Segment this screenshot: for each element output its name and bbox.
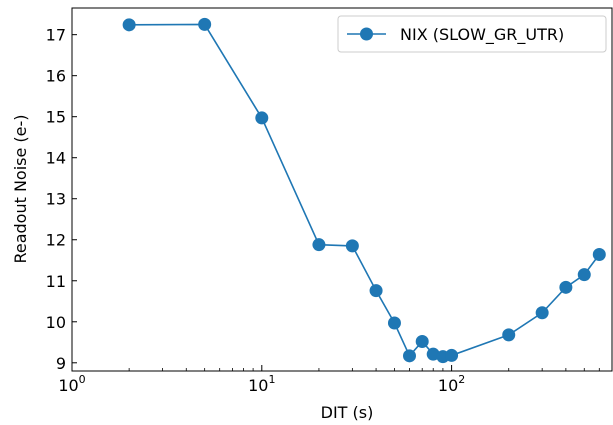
plot-frame [71, 7, 613, 372]
data-point [312, 238, 326, 252]
legend-marker-swatch [360, 27, 373, 41]
x-tick-label: 100 [58, 373, 85, 395]
data-point [559, 280, 573, 294]
data-point [198, 17, 212, 31]
data-point [592, 248, 606, 262]
y-tick-label: 13 [46, 190, 66, 209]
y-tick-label: 10 [46, 313, 66, 332]
data-point [387, 316, 401, 330]
legend-box [337, 15, 607, 53]
data-point [255, 111, 269, 125]
data-point [577, 268, 591, 282]
y-tick-label: 12 [46, 231, 66, 250]
y-tick-label: 16 [46, 67, 66, 86]
y-tick-label: 15 [46, 108, 66, 127]
data-point [345, 239, 359, 253]
data-point [415, 334, 429, 348]
y-tick-label: 14 [46, 149, 66, 168]
y-axis-label: Readout Noise (e-) [11, 114, 30, 263]
data-point [122, 18, 136, 32]
data-point [535, 306, 549, 320]
x-tick-label: 101 [248, 373, 275, 395]
data-point [502, 328, 516, 342]
x-axis-ticks: 100 101 102 [58, 365, 613, 395]
series-layer [122, 17, 606, 364]
y-axis-ticks: 9 10 11 12 13 14 15 16 17 [46, 26, 77, 373]
y-tick-label: 11 [46, 272, 66, 291]
data-point [426, 347, 440, 361]
data-point [445, 348, 459, 362]
y-tick-label: 9 [56, 354, 66, 373]
data-point [369, 284, 383, 298]
data-point [402, 349, 416, 363]
legend: NIX (SLOW_GR_UTR) [337, 15, 607, 53]
legend-series-label: NIX (SLOW_GR_UTR) [400, 25, 564, 45]
x-tick-label: 102 [438, 373, 465, 395]
y-tick-label: 17 [46, 26, 66, 45]
x-axis-label: DIT (s) [321, 403, 374, 422]
